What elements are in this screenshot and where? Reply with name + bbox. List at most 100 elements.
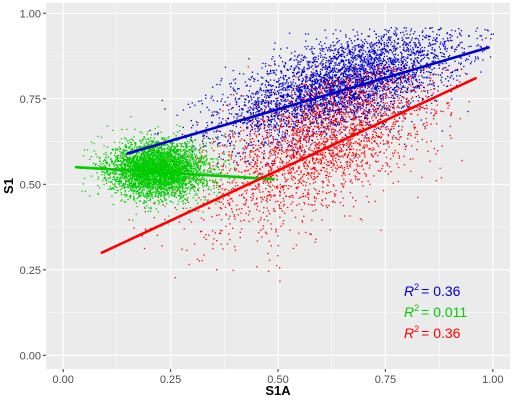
data-point	[298, 67, 300, 69]
data-point	[276, 81, 278, 83]
data-point	[319, 41, 322, 43]
data-point	[330, 61, 332, 63]
data-point	[290, 167, 293, 170]
data-point	[315, 81, 317, 83]
data-point	[344, 70, 346, 72]
data-point	[364, 71, 366, 73]
data-point	[368, 53, 371, 56]
data-point	[356, 106, 358, 108]
data-point	[400, 57, 402, 60]
data-point	[336, 42, 338, 44]
data-point	[400, 91, 402, 94]
data-point	[308, 106, 310, 108]
data-point	[456, 46, 458, 48]
data-point	[302, 70, 304, 72]
data-point	[355, 68, 357, 70]
data-point	[335, 123, 337, 126]
data-point	[365, 71, 367, 74]
data-point	[437, 57, 439, 60]
data-point	[358, 138, 360, 140]
data-point	[322, 122, 324, 124]
data-point	[301, 122, 303, 124]
data-point	[444, 43, 446, 45]
data-point	[323, 66, 325, 68]
data-point	[414, 79, 417, 81]
data-point	[411, 62, 413, 65]
data-point	[357, 68, 359, 70]
data-point	[233, 131, 236, 133]
data-point	[353, 111, 355, 113]
data-point	[206, 132, 208, 134]
data-point	[415, 91, 417, 93]
data-point	[298, 79, 300, 81]
data-point	[371, 43, 373, 45]
data-point	[269, 124, 271, 126]
data-point	[413, 72, 415, 74]
data-point	[329, 72, 331, 74]
data-point	[338, 110, 341, 112]
data-point	[208, 207, 211, 209]
data-point	[271, 94, 273, 96]
data-point	[403, 56, 405, 58]
data-point	[265, 80, 268, 83]
data-point	[297, 77, 299, 79]
data-point	[332, 45, 335, 47]
data-point	[252, 198, 254, 200]
data-point	[391, 59, 393, 62]
data-point	[400, 87, 402, 89]
data-point	[366, 75, 368, 78]
data-point	[335, 109, 337, 111]
data-point	[322, 121, 324, 124]
data-point	[268, 117, 270, 119]
data-point	[297, 86, 300, 88]
data-point	[374, 43, 376, 46]
data-point	[317, 55, 319, 57]
data-point	[223, 145, 225, 147]
data-point	[278, 112, 280, 115]
data-point	[326, 101, 328, 103]
data-point	[284, 108, 286, 110]
data-point	[383, 53, 386, 55]
data-point	[289, 169, 291, 171]
data-point	[337, 51, 339, 53]
data-point	[299, 126, 301, 128]
data-point	[407, 79, 409, 81]
data-point	[292, 75, 294, 78]
data-point	[393, 108, 395, 110]
data-point	[323, 80, 326, 82]
data-point	[329, 46, 332, 48]
data-point	[365, 99, 367, 101]
data-point	[339, 69, 341, 71]
data-point	[244, 155, 246, 157]
data-point	[230, 86, 232, 88]
data-point	[406, 46, 408, 49]
data-point	[265, 107, 267, 109]
data-point	[232, 107, 234, 109]
data-point	[329, 95, 332, 97]
data-point	[234, 245, 236, 248]
data-point	[340, 116, 343, 118]
data-point	[295, 192, 297, 194]
data-point	[396, 47, 398, 49]
data-point	[369, 98, 371, 100]
data-point	[352, 53, 354, 55]
data-point	[352, 81, 354, 83]
data-point	[353, 73, 355, 75]
data-point	[432, 92, 435, 94]
data-point	[315, 69, 318, 71]
data-point	[276, 139, 279, 141]
data-point	[405, 64, 408, 66]
data-point	[342, 60, 344, 62]
data-point	[394, 41, 396, 43]
data-point	[419, 44, 421, 47]
data-point	[292, 105, 295, 107]
data-point	[257, 99, 259, 101]
data-point	[273, 139, 275, 141]
data-point	[329, 66, 331, 68]
data-point	[445, 40, 447, 42]
data-point	[328, 149, 330, 152]
data-point	[390, 86, 392, 89]
data-point	[311, 75, 313, 77]
data-point	[332, 96, 334, 99]
data-point	[350, 103, 352, 105]
